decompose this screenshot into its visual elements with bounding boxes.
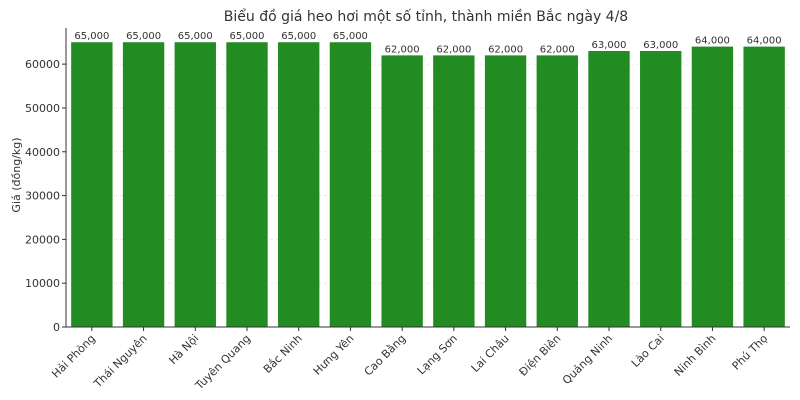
y-tick-label: 20000 (25, 233, 60, 246)
data-label: 63,000 (643, 40, 678, 51)
data-label: 64,000 (747, 36, 782, 47)
data-label: 62,000 (385, 44, 420, 55)
bar (640, 51, 682, 327)
y-tick-label: 60000 (25, 58, 60, 71)
bar (743, 46, 785, 327)
y-axis-label: Giá (đồng/kg) (10, 137, 23, 212)
bar (484, 55, 527, 327)
y-ticks: 0 10000 20000 30000 40000 50000 60000 (25, 58, 66, 334)
data-label: 65,000 (281, 31, 316, 42)
data-labels: 65,000 65,000 65,000 65,000 65,000 65,000 62,0… (74, 31, 781, 55)
x-tick-label: Quảng Ninh (560, 332, 615, 387)
bar (226, 42, 268, 327)
x-tick-label: Lạng Sơn (415, 332, 460, 377)
bar (536, 55, 578, 327)
data-label: 65,000 (333, 31, 368, 42)
chart-title: Biểu đồ giá heo hơi một số tỉnh, thành m… (224, 8, 628, 25)
bars (71, 42, 785, 327)
data-label: 65,000 (178, 31, 213, 42)
bar (381, 55, 423, 327)
bar (71, 42, 113, 327)
axes (65, 28, 790, 328)
data-label: 63,000 (592, 40, 627, 51)
bar (329, 42, 372, 327)
x-tick-label: Lào Cai (629, 332, 667, 370)
x-tick-label: Lai Châu (469, 332, 512, 375)
x-tick-label: Hưng Yên (311, 332, 357, 378)
bar (278, 42, 320, 327)
x-tick-label: Phú Thọ (730, 332, 771, 373)
x-tick-label: Hải Phòng (49, 332, 98, 381)
x-tick-label: Bắc Ninh (261, 332, 305, 376)
data-label: 65,000 (74, 31, 109, 42)
data-label: 62,000 (436, 44, 471, 55)
x-tick-label: Cao Bằng (362, 332, 409, 379)
data-label: 65,000 (230, 31, 265, 42)
y-tick-label: 10000 (25, 277, 60, 290)
x-tick-label: Thái Nguyên (91, 332, 150, 391)
bar (691, 46, 734, 327)
data-label: 65,000 (126, 31, 161, 42)
bar (588, 51, 630, 327)
data-label: 62,000 (488, 44, 523, 55)
x-tick-label: Ninh Bình (672, 332, 719, 379)
x-tick-label: Điện Biên (517, 332, 564, 379)
y-tick-label: 50000 (25, 102, 60, 115)
data-label: 62,000 (540, 44, 575, 55)
bar (122, 42, 165, 327)
data-label: 64,000 (695, 36, 730, 47)
y-tick-label: 30000 (25, 190, 60, 203)
bar (174, 42, 216, 327)
x-tick-label: Tuyên Quang (192, 332, 253, 393)
y-tick-label: 40000 (25, 146, 60, 159)
y-tick-label: 0 (53, 321, 60, 334)
x-tick-label: Hà Nội (166, 332, 201, 367)
bar (433, 55, 475, 327)
